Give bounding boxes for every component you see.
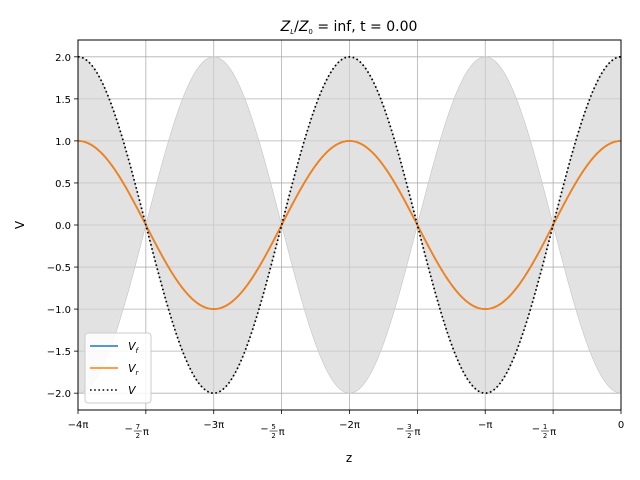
- y-tick-label-2: 1.0: [55, 137, 71, 148]
- legend-label-vf: Vf: [128, 340, 140, 355]
- svg-text:5: 5: [271, 423, 275, 431]
- svg-text:π: π: [550, 427, 556, 438]
- svg-text:−: −: [260, 424, 268, 435]
- series-lines: [77, 55, 622, 395]
- x-tick-label-0: −4π: [68, 420, 89, 431]
- svg-text:−: −: [396, 424, 404, 435]
- y-tick-label-6: −1.0: [47, 305, 71, 316]
- y-tick-label-0: 2.0: [55, 53, 71, 64]
- x-tick-label-4: −2π: [339, 420, 360, 431]
- svg-text:π: π: [279, 427, 285, 438]
- legend: Vf Vr V: [84, 332, 152, 404]
- y-tick-label-4: 0.0: [55, 221, 71, 232]
- svg-text:3: 3: [407, 423, 411, 431]
- x-tick-label-7: −12 π: [532, 423, 556, 440]
- y-tick-label-1: 1.5: [55, 95, 71, 106]
- x-tick-label-2: −3π: [203, 420, 224, 431]
- y-tick-label-8: −2.0: [47, 389, 71, 400]
- x-tick-label-6: −π: [478, 420, 492, 431]
- chart-title: ZL/Z0 = inf, t = 0.00: [280, 19, 418, 36]
- legend-label-v: V: [128, 384, 137, 397]
- x-axis-label: z: [346, 451, 352, 465]
- x-tick-label-1: −72 π: [124, 423, 148, 440]
- svg-text:2: 2: [407, 432, 411, 440]
- x-axis-ticks: −4π −72 π−3π −52 π−2π −32 π−π −12 π0: [68, 410, 624, 440]
- svg-text:π: π: [143, 427, 149, 438]
- svg-text:−: −: [124, 424, 132, 435]
- series-line-v: [77, 55, 622, 395]
- x-tick-label-3: −52 π: [260, 423, 284, 440]
- svg-text:2: 2: [271, 432, 275, 440]
- y-tick-label-7: −1.5: [47, 347, 71, 358]
- svg-text:2: 2: [136, 432, 140, 440]
- y-tick-label-3: 0.5: [55, 179, 71, 190]
- x-tick-label-5: −32 π: [396, 423, 420, 440]
- y-axis-ticks: 2.0 1.5 1.0 0.5 0.0 −0.5 −1.0 −1.5 −2.0: [47, 53, 78, 400]
- svg-text:−: −: [532, 424, 540, 435]
- svg-text:1: 1: [543, 423, 547, 431]
- y-axis-label: V: [13, 220, 27, 229]
- svg-text:2: 2: [543, 432, 547, 440]
- y-tick-label-5: −0.5: [47, 263, 71, 274]
- svg-text:7: 7: [136, 423, 140, 431]
- series-line-vr: [77, 140, 622, 310]
- svg-text:π: π: [414, 427, 420, 438]
- legend-label-vr: Vr: [128, 362, 140, 377]
- x-tick-label-8: 0: [618, 420, 624, 431]
